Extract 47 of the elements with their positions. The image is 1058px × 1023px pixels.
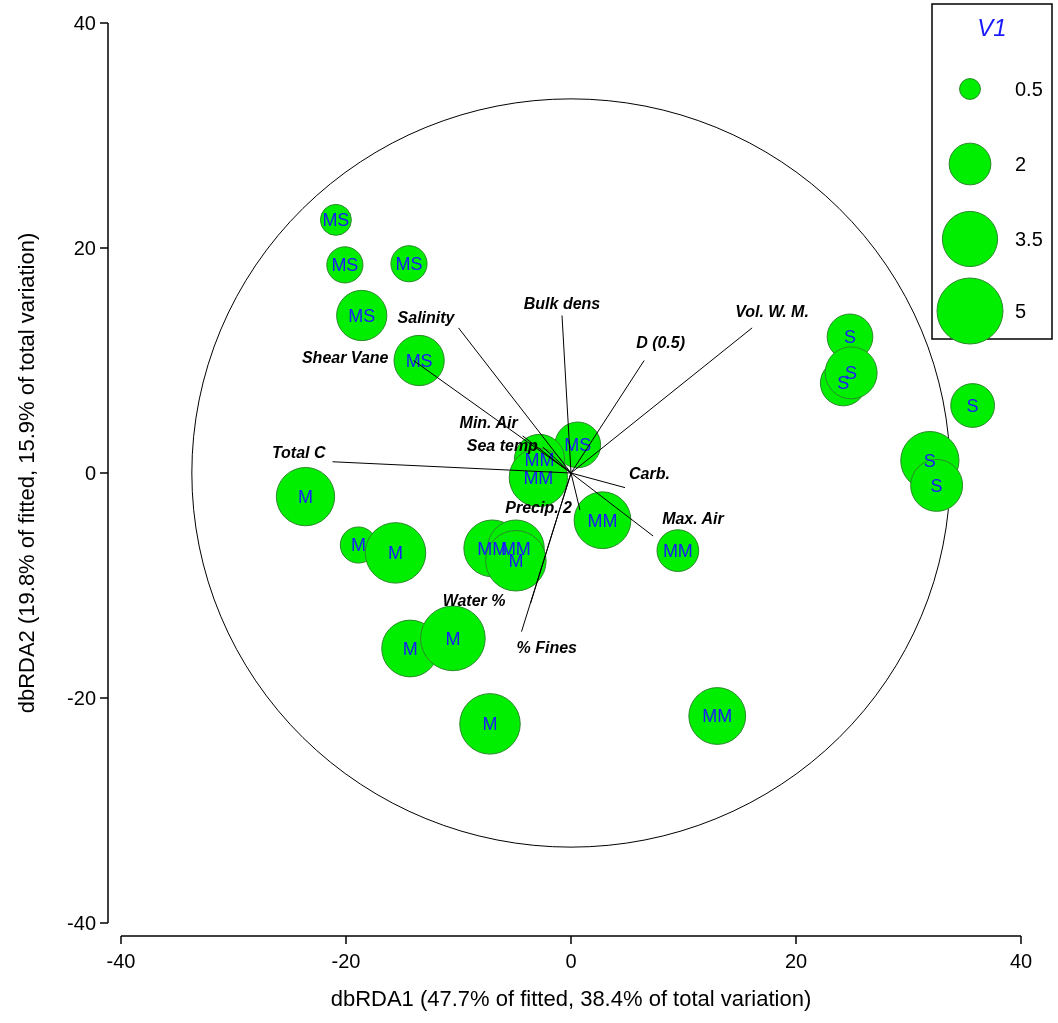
data-label: S: [843, 327, 857, 348]
y-tick-label: 0: [84, 462, 96, 484]
data-label: MS: [348, 305, 376, 326]
annotation: Total C: [271, 444, 326, 462]
x-tick-label: 40: [1009, 950, 1033, 972]
annotation: Bulk dens: [523, 295, 601, 313]
data-label: MS: [331, 255, 359, 276]
data-label: S: [966, 395, 979, 416]
annotation: Salinity: [397, 309, 456, 327]
data-label: MM: [702, 706, 733, 727]
data-label: M: [388, 543, 403, 564]
legend-label: 2: [1015, 153, 1027, 175]
data-label: MS: [322, 210, 350, 231]
x-tick-label: 20: [784, 950, 808, 972]
data-label: S: [923, 450, 936, 471]
data-label: MM: [662, 540, 693, 561]
legend-label: 5: [1015, 300, 1027, 322]
data-label: M: [298, 486, 313, 507]
data-label: MS: [395, 254, 423, 275]
y-tick-label: 20: [73, 237, 96, 259]
x-tick-label: 0: [565, 950, 577, 972]
y-tick-label: -40: [67, 912, 96, 934]
data-label: MM: [523, 467, 554, 488]
annotation: Shear Vane: [301, 349, 389, 367]
y-tick-label: 40: [73, 12, 96, 34]
data-label: M: [445, 628, 461, 649]
data-label: M: [350, 535, 366, 556]
legend-label: 3.5: [1015, 228, 1043, 250]
annotation: Max. Air: [662, 509, 725, 527]
annotation: % Fines: [516, 639, 578, 657]
annotation: Water %: [442, 592, 506, 610]
y-tick-label: -20: [67, 687, 96, 709]
data-label: MS: [405, 350, 433, 371]
y-axis-title: dbRDA2 (19.8% of fitted, 15.9% of total variation): [14, 232, 39, 714]
data-label: S: [930, 475, 943, 496]
data-label: MM: [587, 510, 618, 531]
data-label: M: [482, 714, 498, 735]
legend-title: V1: [977, 14, 1007, 41]
annotation: Carb.: [629, 465, 670, 483]
x-tick-label: -40: [106, 950, 136, 972]
annotation: Precip. 2: [505, 498, 573, 516]
annotation: D (0.5): [636, 334, 686, 352]
annotation: Vol. W. M.: [735, 303, 809, 321]
data-label: M: [402, 638, 418, 659]
x-axis-title: dbRDA1 (47.7% of fitted, 38.4% of total variation): [330, 986, 812, 1011]
legend-label: 0.5: [1015, 78, 1043, 100]
x-tick-label: -20: [331, 950, 361, 972]
